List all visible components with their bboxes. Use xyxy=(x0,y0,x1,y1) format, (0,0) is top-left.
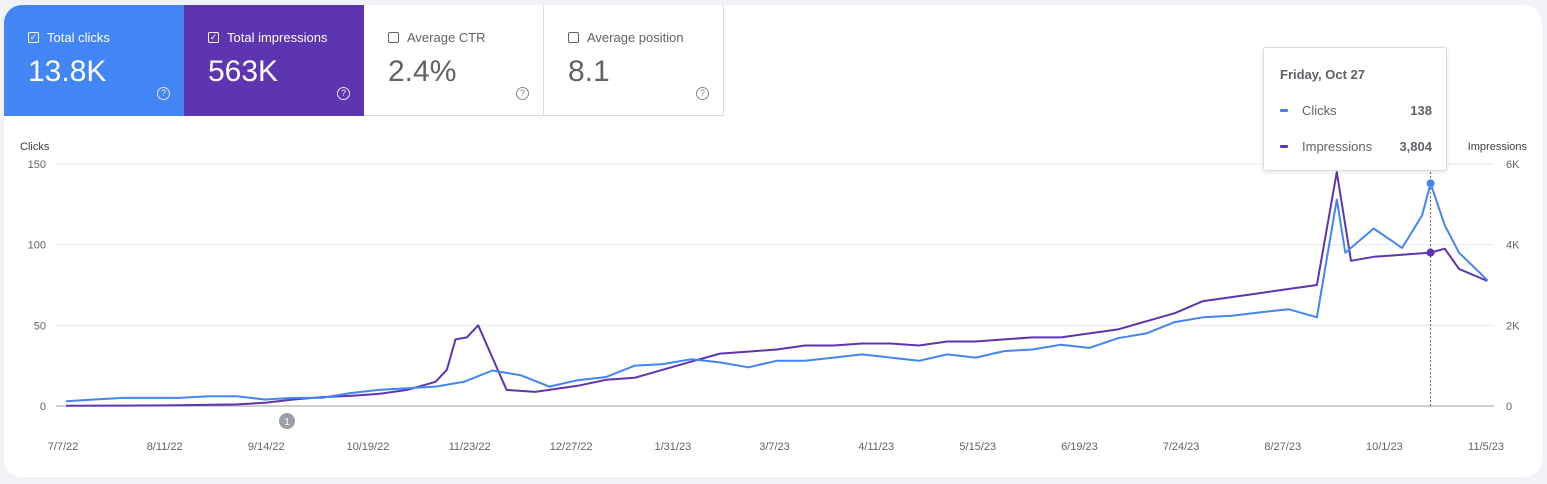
metric-value: 8.1 xyxy=(568,55,610,88)
help-icon[interactable]: ? xyxy=(337,87,350,100)
chart-tooltip: Friday, Oct 27 Clicks 138 Impressions 3,… xyxy=(1263,47,1447,171)
x-tick-label: 10/19/22 xyxy=(347,441,390,453)
metric-label: Average CTR xyxy=(407,30,486,45)
legend-swatch-impressions xyxy=(1280,144,1288,148)
legend-swatch-clicks xyxy=(1280,108,1288,112)
y-left-tick-label: 100 xyxy=(28,240,46,252)
series-line-clicks xyxy=(65,182,1489,403)
y-left-tick-label: 0 xyxy=(40,401,46,413)
metric-label: Average position xyxy=(587,30,684,45)
help-icon[interactable]: ? xyxy=(696,87,709,100)
x-tick-label: 11/23/22 xyxy=(449,441,491,453)
x-tick-label: 8/11/22 xyxy=(147,441,183,453)
y-right-tick-label: 6K xyxy=(1506,159,1520,171)
tooltip-date: Friday, Oct 27 xyxy=(1280,67,1366,82)
x-tick-label: 8/27/23 xyxy=(1264,441,1301,453)
tooltip-label: Clicks xyxy=(1302,102,1337,118)
x-tick-label: 3/7/23 xyxy=(759,441,790,453)
highlight-point-impressions xyxy=(1426,248,1435,257)
x-tick-label: 6/19/23 xyxy=(1061,441,1098,453)
checkbox-unchecked-icon[interactable] xyxy=(388,32,399,43)
metric-value: 2.4% xyxy=(388,55,457,88)
metric-header: ✓ Total clicks xyxy=(28,30,110,45)
x-tick-label: 7/7/22 xyxy=(48,441,79,453)
tooltip-value: 3,804 xyxy=(1399,138,1432,154)
x-tick-label: 4/11/23 xyxy=(858,441,894,453)
tooltip-row-impressions: Impressions 3,804 xyxy=(1280,138,1432,154)
metric-total-impressions[interactable]: ✓ Total impressions 563K ? xyxy=(184,5,364,116)
tooltip-label: Impressions xyxy=(1302,138,1373,154)
metric-header: Average position xyxy=(568,30,684,45)
y-left-title: Clicks xyxy=(20,141,50,153)
series-lines xyxy=(65,171,1489,407)
metric-header: ✓ Total impressions xyxy=(208,30,327,45)
y-right-title: Impressions xyxy=(1468,141,1528,153)
metric-tabs: ✓ Total clicks 13.8K ? ✓ Total impressio… xyxy=(4,5,724,116)
metric-label: Total impressions xyxy=(227,30,328,45)
hover-highlight xyxy=(1426,164,1435,406)
metric-average-position[interactable]: Average position 8.1 ? xyxy=(544,5,724,116)
checkbox-checked-icon[interactable]: ✓ xyxy=(28,32,39,43)
checkbox-unchecked-icon[interactable] xyxy=(568,32,579,43)
x-tick-label: 5/15/23 xyxy=(959,441,996,453)
metric-total-clicks[interactable]: ✓ Total clicks 13.8K ? xyxy=(4,5,184,116)
y-right-tick-label: 4K xyxy=(1506,240,1520,252)
metric-value: 563K xyxy=(208,55,279,88)
metric-value: 13.8K xyxy=(28,55,107,88)
help-icon[interactable]: ? xyxy=(157,87,170,100)
annotation-circle[interactable] xyxy=(279,413,295,429)
y-right-tick-label: 0 xyxy=(1506,401,1512,413)
tooltip-row-clicks: Clicks 138 xyxy=(1280,102,1432,118)
x-tick-label: 11/5/23 xyxy=(1468,441,1504,453)
annotation-marker[interactable]: 1 xyxy=(279,413,295,429)
y-right-ticks: 6K 4K 2K 0 xyxy=(1506,159,1520,413)
y-right-tick-label: 2K xyxy=(1506,320,1520,332)
metric-header: Average CTR xyxy=(388,30,486,45)
x-tick-label: 1/31/23 xyxy=(655,441,692,453)
y-left-tick-label: 150 xyxy=(28,159,46,171)
y-left-ticks: 150 100 50 0 xyxy=(28,159,46,413)
x-tick-label: 12/27/22 xyxy=(550,441,593,453)
x-tick-label: 10/1/23 xyxy=(1366,441,1403,453)
annotation-label: 1 xyxy=(284,417,290,428)
metric-average-ctr[interactable]: Average CTR 2.4% ? xyxy=(364,5,544,116)
help-icon[interactable]: ? xyxy=(516,87,529,100)
x-axis-ticks: 7/7/22 8/11/22 9/14/22 10/19/22 11/23/22 12/2… xyxy=(48,441,1504,453)
gridlines xyxy=(56,163,1494,407)
x-tick-label: 7/24/23 xyxy=(1163,441,1200,453)
x-tick-label: 9/14/22 xyxy=(248,441,285,453)
tooltip-value: 138 xyxy=(1410,102,1432,118)
metric-label: Total clicks xyxy=(47,30,110,45)
checkbox-checked-icon[interactable]: ✓ xyxy=(208,32,219,43)
y-left-tick-label: 50 xyxy=(34,320,46,332)
series-line-impressions xyxy=(65,171,1488,407)
highlight-point-clicks xyxy=(1426,179,1435,188)
